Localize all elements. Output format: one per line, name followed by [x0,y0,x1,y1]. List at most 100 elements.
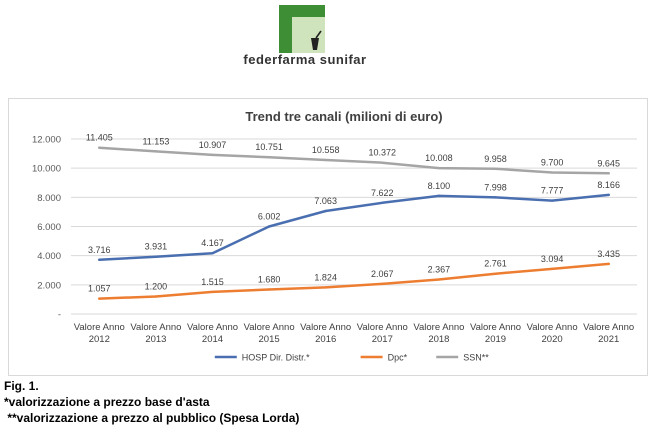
data-point [550,267,554,271]
x-tick-label-line: Valore Anno [74,322,125,333]
data-label: 2.367 [428,264,451,274]
data-label: 2.067 [371,269,394,279]
data-label: 1.200 [145,282,168,292]
data-point [267,156,271,159]
data-point [324,286,327,289]
x-tick-label-line: 2019 [485,334,506,345]
figure-caption: Fig. 1. *valorizzazione a prezzo base d'… [4,378,299,426]
x-tick-label-line: Valore Anno [413,322,464,333]
data-point [437,166,441,170]
data-label: 1.680 [258,275,281,285]
y-tick-label: 2.000 [37,280,61,291]
chart-frame: Trend tre canali (milioni di euro) - 2.000… [8,98,648,376]
x-tick-label-line: Valore Anno [470,322,521,333]
data-label: 6.002 [258,211,281,221]
data-label: 3.931 [145,242,168,252]
data-point [267,225,271,228]
data-label: 10.907 [199,140,227,150]
data-point [550,171,554,174]
footnote-base-price: *valorizzazione a prezzo base d'asta [4,395,210,409]
x-tick-label-line: 2018 [428,334,449,345]
data-point [381,161,384,164]
legend-label: SSN** [463,353,489,363]
x-tick-label-line: 2012 [89,334,110,345]
data-point [437,278,441,281]
data-label: 7.998 [484,182,507,192]
data-point [154,295,158,298]
data-point [267,288,271,291]
data-point [607,262,610,266]
data-label: 9.958 [484,154,507,164]
x-tick-label-line: 2017 [372,334,393,345]
x-tick-label-line: 2013 [145,334,166,345]
data-label: 7.063 [314,196,337,206]
data-label: 9.645 [597,158,620,168]
series-line-0 [98,193,610,262]
x-tick-label: Valore Anno 2021 [583,322,634,345]
x-tick-label-line: Valore Anno [300,322,351,333]
data-point [211,252,214,255]
data-point [494,272,497,275]
data-point [324,158,327,162]
data-point [211,290,214,294]
y-tick-label: 12.000 [32,135,61,146]
data-label: 3.716 [88,245,111,255]
y-tick-label: - [58,310,61,321]
data-label: 11.405 [86,133,113,143]
data-point [98,297,101,300]
data-point [211,153,214,157]
data-label: 10.008 [425,153,453,163]
data-label: 8.100 [428,181,451,191]
data-label: 1.515 [201,277,224,287]
x-tick-label: Valore Anno 2020 [527,322,578,345]
x-tick-label: Valore Anno 2019 [470,322,521,345]
legend-label: Dpc* [388,353,408,363]
series-line-1 [98,262,610,300]
data-point [98,258,101,262]
x-tick-label: Valore Anno 2013 [130,322,181,345]
x-tick-label-line: 2014 [202,334,223,345]
line-chart: Trend tre canali (milioni di euro) - 2.000… [32,109,637,363]
x-tick-label-line: Valore Anno [583,322,634,333]
data-label: 8.166 [597,180,620,190]
x-tick-label-line: 2020 [542,334,563,345]
y-tick-label: 6.000 [37,222,61,233]
x-tick-label: Valore Anno 2017 [357,322,408,345]
data-label: 1.824 [314,272,337,282]
chart-title: Trend tre canali (milioni di euro) [245,109,442,124]
federfarma-logo-mark [279,5,325,53]
x-tick-label: Valore Anno 2018 [413,322,464,345]
x-tick-label-line: 2016 [315,334,336,345]
x-tick-label-line: Valore Anno [187,322,238,333]
data-point [98,146,101,149]
legend-label: HOSP Dir. Distr.* [242,353,310,363]
x-tick-label-line: 2021 [598,334,619,345]
x-tick-label: Valore Anno 2015 [244,322,295,345]
data-label: 1.057 [88,284,111,294]
x-tick-label-line: Valore Anno [244,322,295,333]
logo: federfarma sunifar [240,2,370,72]
data-label: 4.167 [201,238,224,248]
y-tick-label: 8.000 [37,193,61,204]
data-label: 10.558 [312,145,340,155]
y-tick-label: 10.000 [32,164,61,175]
data-label: 3.094 [541,254,564,264]
data-point [437,194,441,198]
x-tick-label: Valore Anno 2014 [187,322,238,345]
data-label: 2.761 [484,259,507,269]
data-point [494,196,497,199]
data-label: 11.153 [142,136,169,146]
data-point [154,150,158,153]
data-label: 10.372 [369,148,397,158]
x-tick-label-line: Valore Anno [130,322,181,333]
data-point [494,167,497,170]
data-point [550,199,554,202]
data-label: 10.751 [255,142,283,152]
data-point [381,201,384,205]
brand-name: federfarma sunifar [243,52,367,67]
x-tick-label-line: 2015 [259,334,280,345]
figure-label: Fig. 1. [4,379,39,393]
data-point [607,193,610,197]
data-label: 3.435 [597,249,620,259]
x-tick-label: Valore Anno 2012 [74,322,125,345]
